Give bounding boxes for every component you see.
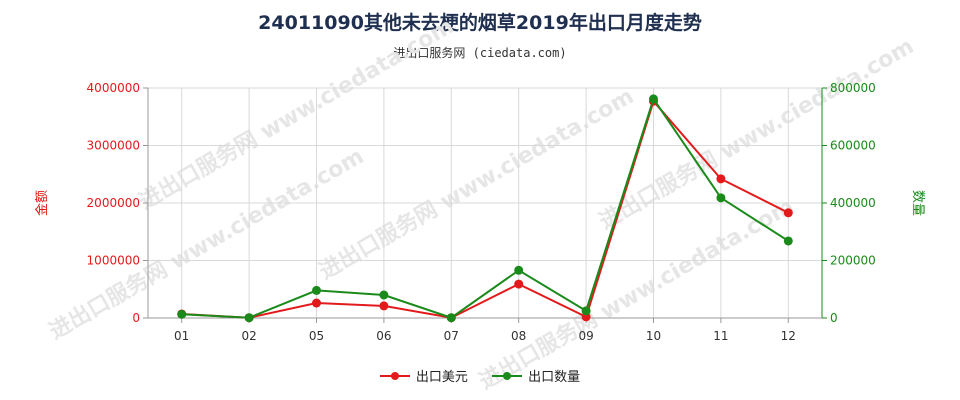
y-tick-label-right: 800000 — [830, 81, 876, 95]
series-point-1 — [379, 290, 389, 300]
series-point-0 — [514, 279, 524, 289]
legend-label-usd: 出口美元 — [415, 370, 468, 385]
x-tick-label: 10 — [646, 329, 661, 343]
legend-swatch-qty — [492, 370, 523, 382]
y-tick-label-left: 0 — [132, 311, 140, 325]
legend-item-usd[interactable]: 出口美元 — [379, 366, 468, 385]
y-tick-label-left: 3000000 — [87, 139, 140, 153]
x-tick-label: 05 — [309, 329, 324, 343]
legend: 出口美元 出口数量 — [0, 366, 960, 386]
series-point-1 — [312, 285, 321, 295]
y-axis-title-right: 数量 — [910, 190, 925, 216]
series-line-1 — [181, 96, 789, 319]
series-point-1 — [783, 236, 793, 246]
watermark-text: 进出口服务网 www.ciedata.com — [475, 194, 798, 395]
y-axis-title-left: 金额 — [34, 190, 50, 216]
series-point-1 — [581, 306, 591, 316]
legend-swatch-usd — [379, 370, 410, 382]
y-tick-label-left: 4000000 — [87, 81, 140, 95]
y-tick-label-left: 2000000 — [87, 196, 140, 210]
series-point-0 — [716, 174, 726, 184]
series-point-0 — [783, 208, 793, 218]
chart-subtitle: 进出口服务网 (ciedata.com) — [393, 46, 567, 60]
series-point-1 — [716, 193, 726, 203]
x-tick-label: 09 — [578, 329, 593, 343]
x-tick-label: 07 — [444, 329, 459, 343]
x-tick-label: 12 — [781, 329, 796, 343]
series-point-1 — [446, 313, 456, 323]
y-tick-label-right: 200000 — [830, 254, 876, 268]
series-point-1 — [649, 94, 658, 104]
series-point-0 — [312, 298, 321, 308]
series-point-1 — [514, 265, 524, 275]
y-tick-label-left: 1000000 — [87, 254, 140, 268]
y-tick-label-right: 600000 — [830, 139, 876, 153]
x-tick-label: 01 — [174, 329, 189, 343]
y-tick-label-right: 0 — [830, 311, 838, 325]
watermark-text: 进出口服务网 www.ciedata.com — [315, 84, 638, 285]
legend-label-qty: 出口数量 — [528, 370, 581, 385]
x-tick-label: 06 — [376, 329, 391, 343]
x-tick-label: 08 — [511, 329, 526, 343]
y-tick-label-right: 400000 — [830, 196, 876, 210]
x-tick-label: 02 — [241, 329, 256, 343]
chart-title: 24011090其他未去梗的烟草2019年出口月度走势 — [258, 12, 702, 34]
series-point-1 — [244, 313, 254, 323]
series-point-1 — [177, 309, 187, 319]
series-line-0 — [181, 99, 789, 319]
legend-item-qty[interactable]: 出口数量 — [492, 366, 580, 385]
x-tick-label: 11 — [713, 329, 728, 343]
series-point-0 — [379, 301, 389, 311]
